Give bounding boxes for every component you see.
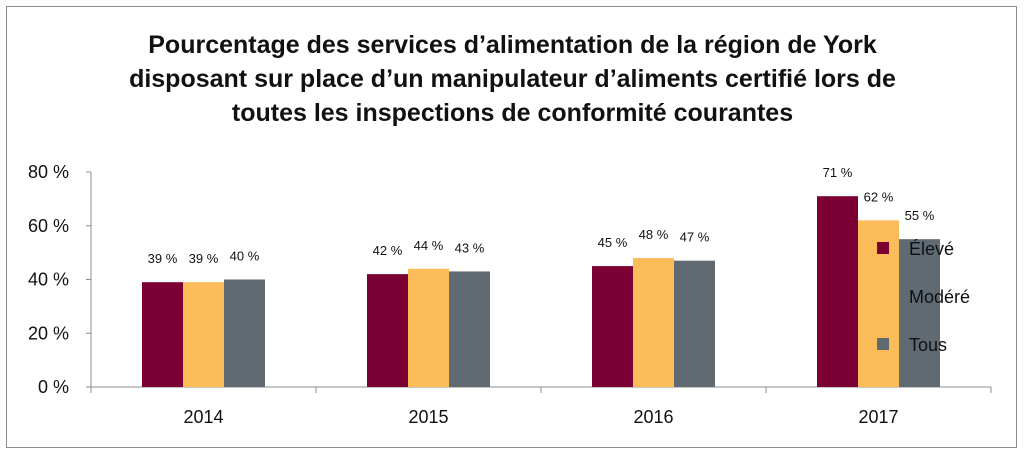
bar [142,282,183,387]
chart-title: Pourcentage des services d’alimentation … [0,28,1025,130]
bar [899,239,940,387]
bar [592,266,633,387]
data-label: 62 % [864,189,894,204]
chart-title-line-1: Pourcentage des services d’alimentation … [148,31,877,59]
bar [449,271,490,387]
data-label: 44 % [414,238,444,253]
bar [633,258,674,387]
chart-title-line-3: toutes les inspections de conformité cou… [231,99,794,127]
bar [183,282,224,387]
legend-label: Élevé [909,239,954,259]
legend-swatch [877,338,889,350]
legend-swatch [877,242,889,254]
x-tick-label: 2016 [633,407,673,427]
legend-label: Tous [909,335,947,355]
y-tick-label: 40 % [28,270,69,290]
y-tick-label: 20 % [28,323,69,343]
data-label: 45 % [598,235,628,250]
data-label: 48 % [639,227,669,242]
y-tick-label: 80 % [28,162,69,182]
y-tick-label: 60 % [28,216,69,236]
bar [408,268,449,387]
data-label: 71 % [823,165,853,180]
x-tick-label: 2014 [183,407,223,427]
bar [224,279,265,387]
bar [674,260,715,387]
chart-title-line-2: disposant sur place d’un manipulateur d’… [129,65,896,93]
data-label: 43 % [455,240,485,255]
bar [817,196,858,387]
data-label: 40 % [230,249,260,264]
x-tick-label: 2015 [408,407,448,427]
y-tick-label: 0 % [38,377,69,397]
data-label: 47 % [680,230,710,245]
data-label: 39 % [189,251,219,266]
legend-swatch [877,290,889,302]
legend-label: Modéré [909,287,970,307]
data-label: 42 % [373,243,403,258]
x-tick-label: 2017 [858,407,898,427]
bar [367,274,408,387]
data-label: 39 % [148,251,178,266]
data-label: 55 % [905,208,935,223]
